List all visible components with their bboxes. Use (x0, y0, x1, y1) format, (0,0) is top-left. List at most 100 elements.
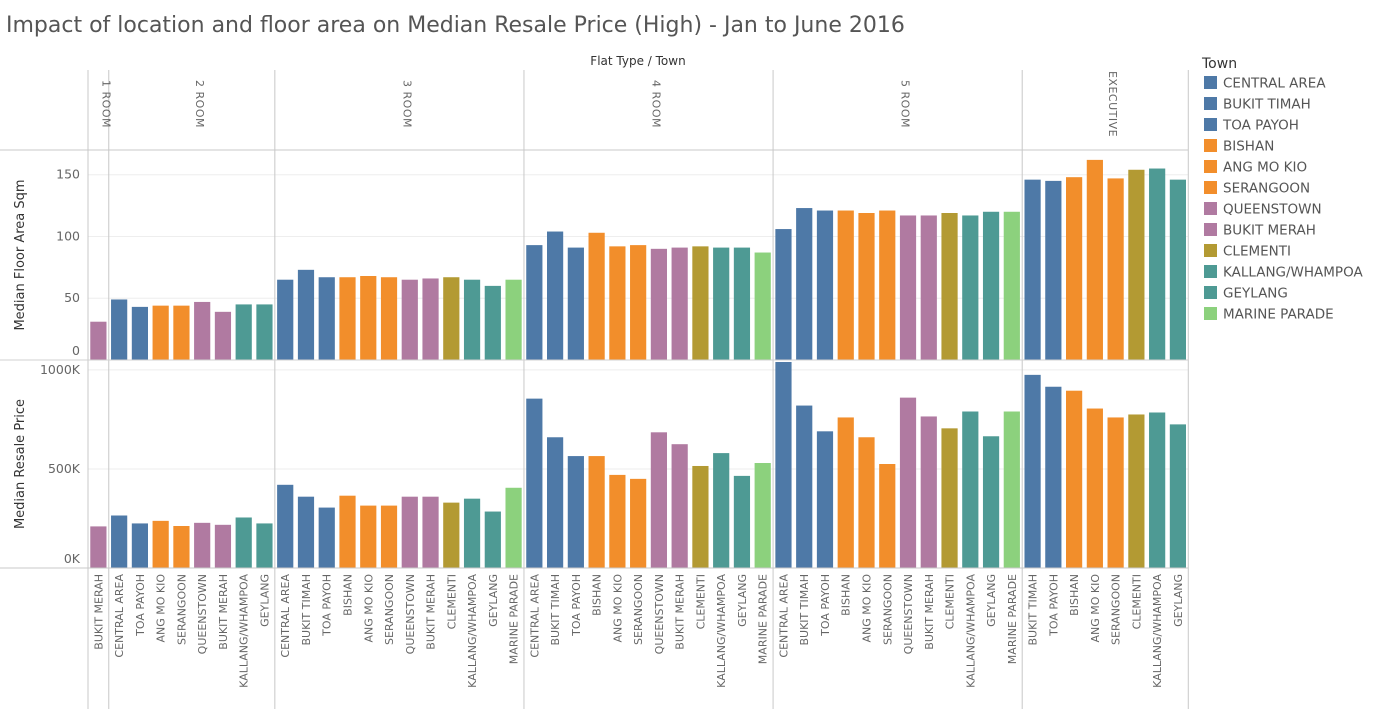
bar-area-4-room-kallang-whampoa[interactable] (713, 247, 730, 360)
bar-area-2-room-queenstown[interactable] (194, 301, 211, 360)
bar-price-1-room-bukit-merah[interactable] (90, 526, 107, 568)
bar-price-4-room-serangoon[interactable] (630, 478, 647, 568)
bar-area-3-room-kallang-whampoa[interactable] (463, 279, 481, 360)
bar-area-5-room-clementi[interactable] (941, 213, 958, 360)
bar-area-executive-geylang[interactable] (1169, 179, 1186, 360)
bar-price-2-room-kallang-whampoa[interactable] (235, 517, 252, 568)
bar-area-3-room-serangoon[interactable] (380, 277, 398, 360)
bar-area-3-room-bukit-merah[interactable] (422, 278, 439, 360)
bar-area-executive-clementi[interactable] (1128, 169, 1145, 360)
bar-price-4-room-geylang[interactable] (733, 475, 751, 568)
legend-label-queenstown[interactable]: QUEENSTOWN (1223, 202, 1322, 218)
bar-area-4-room-marine-parade[interactable] (754, 252, 771, 360)
bar-area-executive-ang-mo-kio[interactable] (1086, 159, 1103, 360)
bar-area-2-room-kallang-whampoa[interactable] (235, 304, 252, 360)
bar-price-3-room-queenstown[interactable] (401, 496, 418, 568)
bar-price-executive-bukit-timah[interactable] (1024, 374, 1041, 568)
bar-area-2-room-toa-payoh[interactable] (131, 306, 148, 360)
bar-price-5-room-bukit-merah[interactable] (920, 416, 937, 568)
bar-price-3-room-bishan[interactable] (339, 495, 356, 568)
bar-price-3-room-toa-payoh[interactable] (318, 507, 335, 568)
bar-area-4-room-clementi[interactable] (692, 246, 709, 360)
legend-label-marine-parade[interactable]: MARINE PARADE (1223, 307, 1334, 323)
bar-area-3-room-central-area[interactable] (277, 279, 294, 360)
bar-price-2-room-ang-mo-kio[interactable] (152, 520, 169, 568)
bar-area-executive-bukit-timah[interactable] (1024, 179, 1041, 360)
bar-area-5-room-kallang-whampoa[interactable] (962, 215, 979, 360)
bar-area-5-room-bukit-timah[interactable] (796, 208, 813, 360)
bar-price-5-room-marine-parade[interactable] (1003, 411, 1020, 568)
bar-price-4-room-central-area[interactable] (526, 398, 543, 568)
bar-area-5-room-ang-mo-kio[interactable] (858, 213, 875, 360)
legend-label-ang-mo-kio[interactable]: ANG MO KIO (1223, 160, 1307, 176)
bar-area-4-room-bukit-timah[interactable] (547, 231, 564, 360)
bar-area-4-room-bishan[interactable] (588, 232, 605, 360)
bar-area-5-room-marine-parade[interactable] (1003, 211, 1020, 360)
bar-area-3-room-bukit-timah[interactable] (297, 269, 315, 360)
bar-area-3-room-toa-payoh[interactable] (318, 277, 335, 360)
bar-area-4-room-geylang[interactable] (733, 247, 751, 360)
bar-price-5-room-ang-mo-kio[interactable] (858, 437, 875, 568)
legend-label-clementi[interactable]: CLEMENTI (1223, 244, 1291, 260)
bar-area-2-room-ang-mo-kio[interactable] (152, 305, 169, 360)
bar-area-2-room-geylang[interactable] (256, 304, 273, 360)
bar-area-3-room-clementi[interactable] (443, 277, 460, 360)
bar-price-executive-geylang[interactable] (1169, 424, 1186, 568)
bar-price-3-room-bukit-merah[interactable] (422, 496, 439, 568)
legend-label-bukit-merah[interactable]: BUKIT MERAH (1223, 223, 1316, 239)
bar-area-5-room-queenstown[interactable] (899, 215, 917, 360)
bar-area-3-room-geylang[interactable] (484, 285, 501, 360)
legend-label-serangoon[interactable]: SERANGOON (1223, 181, 1310, 197)
bar-price-executive-clementi[interactable] (1128, 414, 1145, 568)
bar-price-2-room-toa-payoh[interactable] (131, 523, 148, 568)
legend-label-bishan[interactable]: BISHAN (1223, 139, 1274, 155)
bar-price-5-room-central-area[interactable] (775, 361, 792, 568)
bar-price-3-room-ang-mo-kio[interactable] (360, 505, 377, 568)
bar-price-2-room-bukit-merah[interactable] (214, 524, 232, 568)
bar-price-executive-serangoon[interactable] (1107, 417, 1124, 568)
bar-price-4-room-kallang-whampoa[interactable] (713, 453, 730, 568)
legend-label-geylang[interactable]: GEYLANG (1223, 286, 1288, 302)
bar-price-2-room-geylang[interactable] (256, 523, 273, 568)
bar-price-2-room-central-area[interactable] (111, 515, 128, 568)
bar-area-2-room-serangoon[interactable] (173, 305, 190, 360)
bar-area-executive-bishan[interactable] (1066, 177, 1083, 360)
bar-area-4-room-queenstown[interactable] (650, 248, 667, 360)
bar-area-5-room-serangoon[interactable] (879, 210, 896, 360)
bar-area-5-room-toa-payoh[interactable] (816, 210, 834, 360)
bar-price-3-room-clementi[interactable] (443, 502, 460, 568)
bar-price-2-room-queenstown[interactable] (194, 522, 211, 568)
bar-price-4-room-bukit-timah[interactable] (547, 437, 564, 568)
bar-price-5-room-serangoon[interactable] (879, 464, 896, 568)
bar-price-4-room-toa-payoh[interactable] (567, 456, 584, 568)
legend-label-kallang-whampoa[interactable]: KALLANG/WHAMPOA (1223, 265, 1363, 281)
bar-price-3-room-bukit-timah[interactable] (297, 496, 315, 568)
bar-price-3-room-geylang[interactable] (484, 511, 501, 568)
bar-area-3-room-queenstown[interactable] (401, 279, 418, 360)
bar-area-4-room-serangoon[interactable] (630, 245, 647, 360)
bar-price-5-room-toa-payoh[interactable] (816, 431, 834, 568)
bar-area-executive-kallang-whampoa[interactable] (1149, 168, 1166, 360)
bar-area-executive-toa-payoh[interactable] (1045, 180, 1062, 360)
bar-area-1-room-bukit-merah[interactable] (90, 321, 107, 360)
bar-price-2-room-serangoon[interactable] (173, 526, 190, 568)
bar-area-2-room-bukit-merah[interactable] (214, 311, 232, 360)
bar-price-executive-kallang-whampoa[interactable] (1149, 412, 1166, 568)
bar-price-executive-bishan[interactable] (1066, 390, 1083, 568)
bar-price-3-room-central-area[interactable] (277, 484, 294, 568)
bar-price-5-room-clementi[interactable] (941, 428, 958, 568)
bar-price-4-room-bukit-merah[interactable] (671, 444, 688, 568)
bar-area-3-room-marine-parade[interactable] (505, 279, 522, 360)
legend-label-toa-payoh[interactable]: TOA PAYOH (1222, 118, 1299, 134)
bar-price-4-room-marine-parade[interactable] (754, 463, 771, 568)
bar-area-5-room-central-area[interactable] (775, 229, 792, 360)
bar-price-5-room-geylang[interactable] (982, 436, 1000, 568)
bar-price-4-room-ang-mo-kio[interactable] (609, 474, 626, 568)
bar-price-5-room-kallang-whampoa[interactable] (962, 411, 979, 568)
bar-area-5-room-bukit-merah[interactable] (920, 215, 937, 360)
bar-area-3-room-ang-mo-kio[interactable] (360, 276, 377, 360)
bar-price-5-room-queenstown[interactable] (899, 397, 917, 568)
bar-price-5-room-bukit-timah[interactable] (796, 405, 813, 568)
bar-price-3-room-kallang-whampoa[interactable] (463, 498, 481, 568)
bar-price-5-room-bishan[interactable] (837, 417, 854, 568)
